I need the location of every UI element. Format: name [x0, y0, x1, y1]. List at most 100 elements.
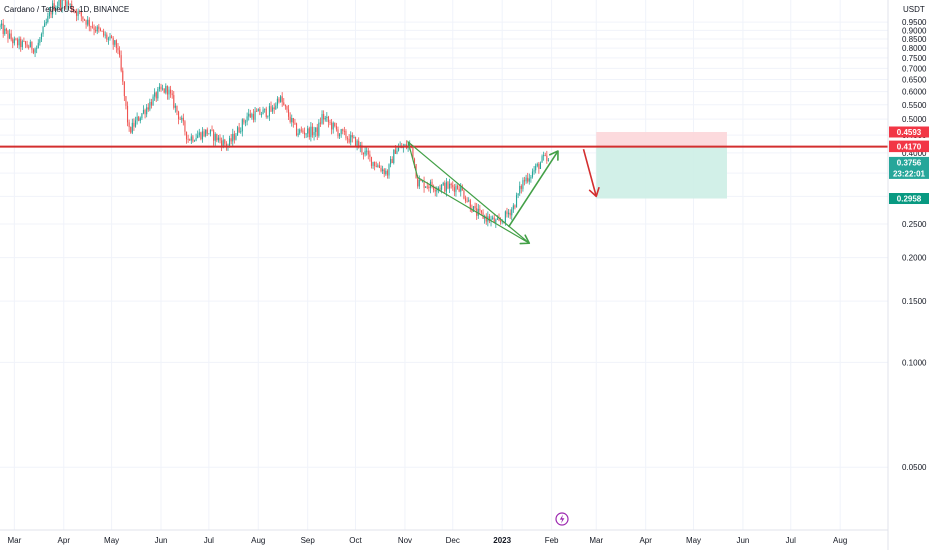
candle-body [256, 111, 258, 113]
candle-body [531, 171, 534, 177]
time-tick-label: Jun [736, 536, 749, 545]
candle-body [394, 149, 396, 154]
candle-body [251, 114, 253, 118]
candle-body [16, 39, 19, 46]
candle-body [267, 116, 269, 117]
time-tick-label: Jul [204, 536, 214, 545]
candle-body [184, 121, 186, 132]
candle-body [445, 182, 447, 192]
price-tick-label: 0.2500 [902, 220, 927, 229]
event-icon[interactable] [555, 512, 569, 526]
candle-body [181, 117, 183, 120]
candle-body [342, 129, 344, 131]
candle-body [2, 23, 4, 34]
candle-body [34, 48, 36, 53]
candle-body [82, 16, 84, 20]
time-tick-label: Mar [589, 536, 603, 545]
candle-body [262, 109, 264, 115]
candle-body [106, 34, 108, 40]
candle-body [144, 109, 146, 115]
time-tick-label: Oct [349, 536, 362, 545]
candle-body [138, 116, 140, 121]
candle-body [252, 114, 255, 120]
candle-body [374, 161, 376, 167]
candle-body [428, 186, 430, 189]
candle-body [270, 106, 272, 112]
candle-body [173, 95, 175, 108]
candle-body [528, 178, 530, 182]
candle-body [343, 130, 345, 132]
candle-body [77, 11, 79, 16]
candle-body [44, 23, 46, 27]
price-badge-value: 0.2958 [897, 195, 922, 204]
time-tick-label: Apr [58, 536, 71, 545]
price-badge-bg [889, 126, 929, 138]
candle-body [83, 19, 86, 21]
candle-body [544, 155, 546, 156]
candle-body [52, 3, 54, 15]
candle-body [294, 122, 296, 124]
candle-body [441, 185, 443, 190]
candle-body [136, 116, 138, 121]
candle-body [527, 177, 529, 182]
price-tick-label: 0.1000 [902, 358, 927, 367]
candle-body [385, 170, 387, 175]
candle-body [346, 138, 349, 140]
candle-body [375, 166, 377, 167]
candle-body [291, 118, 293, 123]
time-axis: Mar Apr May Jun Jul Aug Sep Oct Nov Dec 2023 Feb Mar… [7, 536, 847, 545]
candle-body [388, 164, 390, 176]
candle-body [37, 42, 39, 49]
candle-body [185, 131, 188, 140]
candle-body [479, 208, 481, 211]
time-tick-label: Feb [545, 536, 559, 545]
candle-body [302, 130, 304, 133]
price-badge: 0.2958 [889, 193, 929, 205]
candle-body [501, 221, 503, 223]
candle-body [149, 101, 151, 110]
time-tick-label: May [104, 536, 119, 545]
candle-body [15, 38, 17, 40]
candle-body [146, 107, 148, 115]
time-tick-label: Sep [301, 536, 316, 545]
candle-body [243, 119, 245, 123]
candle-body [133, 122, 135, 127]
chart-title: Cardano / TetherUS, 1D, BINANCE [4, 5, 129, 14]
candle-body [525, 177, 527, 182]
candle-body [485, 216, 487, 222]
candle-body [370, 156, 373, 166]
candle-body [122, 70, 124, 82]
candle-body [120, 55, 122, 71]
candle-body [201, 131, 204, 140]
candle-body [222, 139, 224, 147]
candle-body [241, 119, 243, 132]
candle-body [523, 180, 526, 182]
candle-body [519, 185, 521, 194]
candle-body [193, 140, 196, 142]
candle-body [412, 145, 414, 159]
candle-body [7, 30, 9, 39]
candle-body [511, 209, 513, 216]
candle-body [40, 34, 43, 40]
candle-body [420, 179, 422, 181]
price-tick-label: 0.7000 [902, 64, 927, 73]
candle-body [447, 182, 449, 189]
candle-body [10, 33, 12, 40]
price-tick-label: 0.5000 [902, 115, 927, 124]
candle-body [315, 127, 317, 132]
candle-body [477, 208, 479, 216]
candle-body [109, 36, 111, 39]
price-tick-label: 0.4000 [902, 149, 927, 158]
candle-body [449, 183, 451, 189]
price-badge: 0.3756 23:22:01 [889, 156, 929, 179]
candle-body [353, 137, 355, 138]
candle-body [480, 210, 483, 213]
candle-body [358, 140, 360, 148]
candle-body [391, 158, 393, 163]
candle-body [190, 136, 192, 141]
candle-body [217, 137, 219, 141]
candle-body [305, 133, 307, 135]
candle-body [297, 133, 299, 136]
